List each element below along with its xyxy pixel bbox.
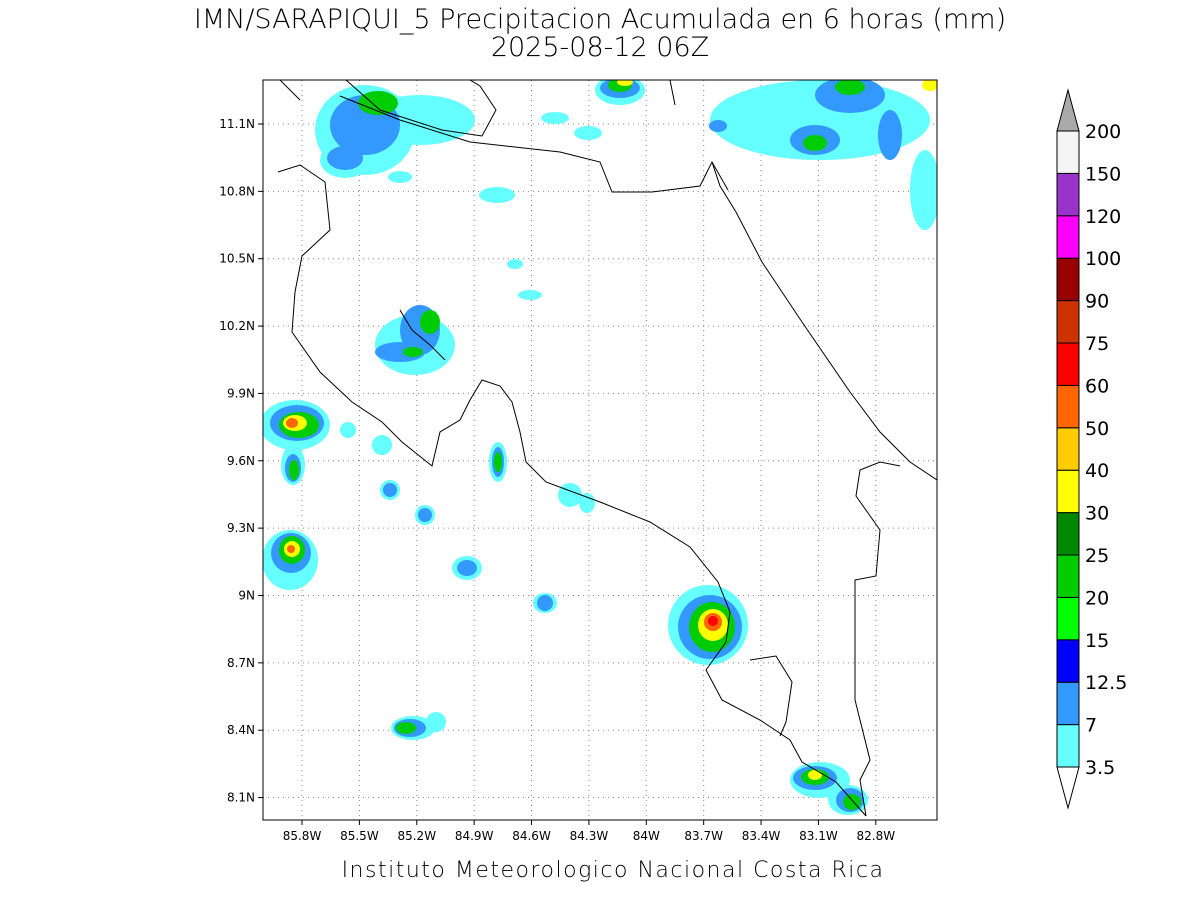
lon-tick-label: 84W xyxy=(633,829,660,843)
colorbar-label: 12.5 xyxy=(1085,672,1127,694)
lat-tick-label: 10.5N xyxy=(219,252,255,266)
lat-tick-label: 9.9N xyxy=(227,386,255,400)
colorbar-label: 120 xyxy=(1085,206,1121,228)
lon-tick-label: 84.6W xyxy=(512,829,551,843)
colorbar-segment xyxy=(1056,469,1080,514)
lon-tick-label: 83.1W xyxy=(799,829,838,843)
colorbar-segment xyxy=(1056,639,1080,683)
colorbar-label: 3.5 xyxy=(1085,757,1115,779)
lat-tick-label: 8.4N xyxy=(227,723,255,737)
lat-tick-label: 9.3N xyxy=(227,521,255,535)
lon-tick-label: 85.2W xyxy=(397,829,436,843)
colorbar-segment xyxy=(1056,342,1080,386)
colorbar: 3.5 7 12.5 15 20 25 30 40 50 60 75 90 100 120 150 200 xyxy=(1056,88,1127,810)
colorbar-segment xyxy=(1056,300,1080,344)
title: IMN/SARAPIQUI_5 Precipitacion Acumulada … xyxy=(194,4,1006,35)
lon-tick-label: 83.7W xyxy=(684,829,723,843)
lat-tick-label: 8.7N xyxy=(227,656,255,670)
colorbar-segment xyxy=(1056,512,1080,556)
lat-tick-label: 8.1N xyxy=(227,791,255,805)
colorbar-segment xyxy=(1056,681,1080,726)
colorbar-label: 20 xyxy=(1085,587,1109,609)
colorbar-label: 60 xyxy=(1085,375,1109,397)
coastlines xyxy=(277,80,937,817)
colorbar-under xyxy=(1056,766,1080,810)
colorbar-label: 30 xyxy=(1085,503,1109,525)
lat-tick-label: 10.8N xyxy=(219,184,255,198)
colorbar-segment xyxy=(1056,257,1080,302)
colorbar-label: 100 xyxy=(1085,248,1121,270)
colorbar-segment xyxy=(1056,172,1080,217)
lon-tick-label: 84.3W xyxy=(570,829,609,843)
colorbar-over xyxy=(1056,88,1080,132)
credit: Instituto Meteorologico Nacional Costa R… xyxy=(342,858,885,883)
colorbar-segment xyxy=(1056,724,1080,768)
lat-tick-label: 9.6N xyxy=(227,454,255,468)
map-frame xyxy=(262,79,938,821)
colorbar-label: 15 xyxy=(1085,630,1109,652)
colorbar-label: 50 xyxy=(1085,418,1109,440)
colorbar-segment xyxy=(1056,596,1080,641)
colorbar-label: 25 xyxy=(1085,545,1109,567)
colorbar-label: 90 xyxy=(1085,291,1109,313)
lon-tick-label: 82.8W xyxy=(856,829,895,843)
colorbar-label: 150 xyxy=(1085,163,1121,185)
colorbar-segment xyxy=(1056,554,1080,598)
colorbar-segment xyxy=(1056,427,1080,471)
subtitle: 2025-08-12 06Z xyxy=(491,32,709,63)
lon-tick-label: 85.5W xyxy=(340,829,379,843)
colorbar-segment xyxy=(1056,215,1080,259)
colorbar-label: 40 xyxy=(1085,460,1109,482)
lon-tick-label: 85.8W xyxy=(283,829,322,843)
colorbar-segment xyxy=(1056,384,1080,429)
grid xyxy=(263,80,937,820)
colorbar-label: 75 xyxy=(1085,333,1109,355)
precip-field xyxy=(263,80,937,815)
lon-tick-label: 83.4W xyxy=(742,829,781,843)
colorbar-segment xyxy=(1056,130,1080,174)
colorbar-label: 7 xyxy=(1085,715,1097,737)
colorbar-label: 200 xyxy=(1085,121,1121,143)
lat-tick-label: 11.1N xyxy=(219,117,255,131)
lon-tick-label: 84.9W xyxy=(455,829,494,843)
lat-tick-label: 9N xyxy=(238,588,255,602)
lat-tick-label: 10.2N xyxy=(219,319,255,333)
